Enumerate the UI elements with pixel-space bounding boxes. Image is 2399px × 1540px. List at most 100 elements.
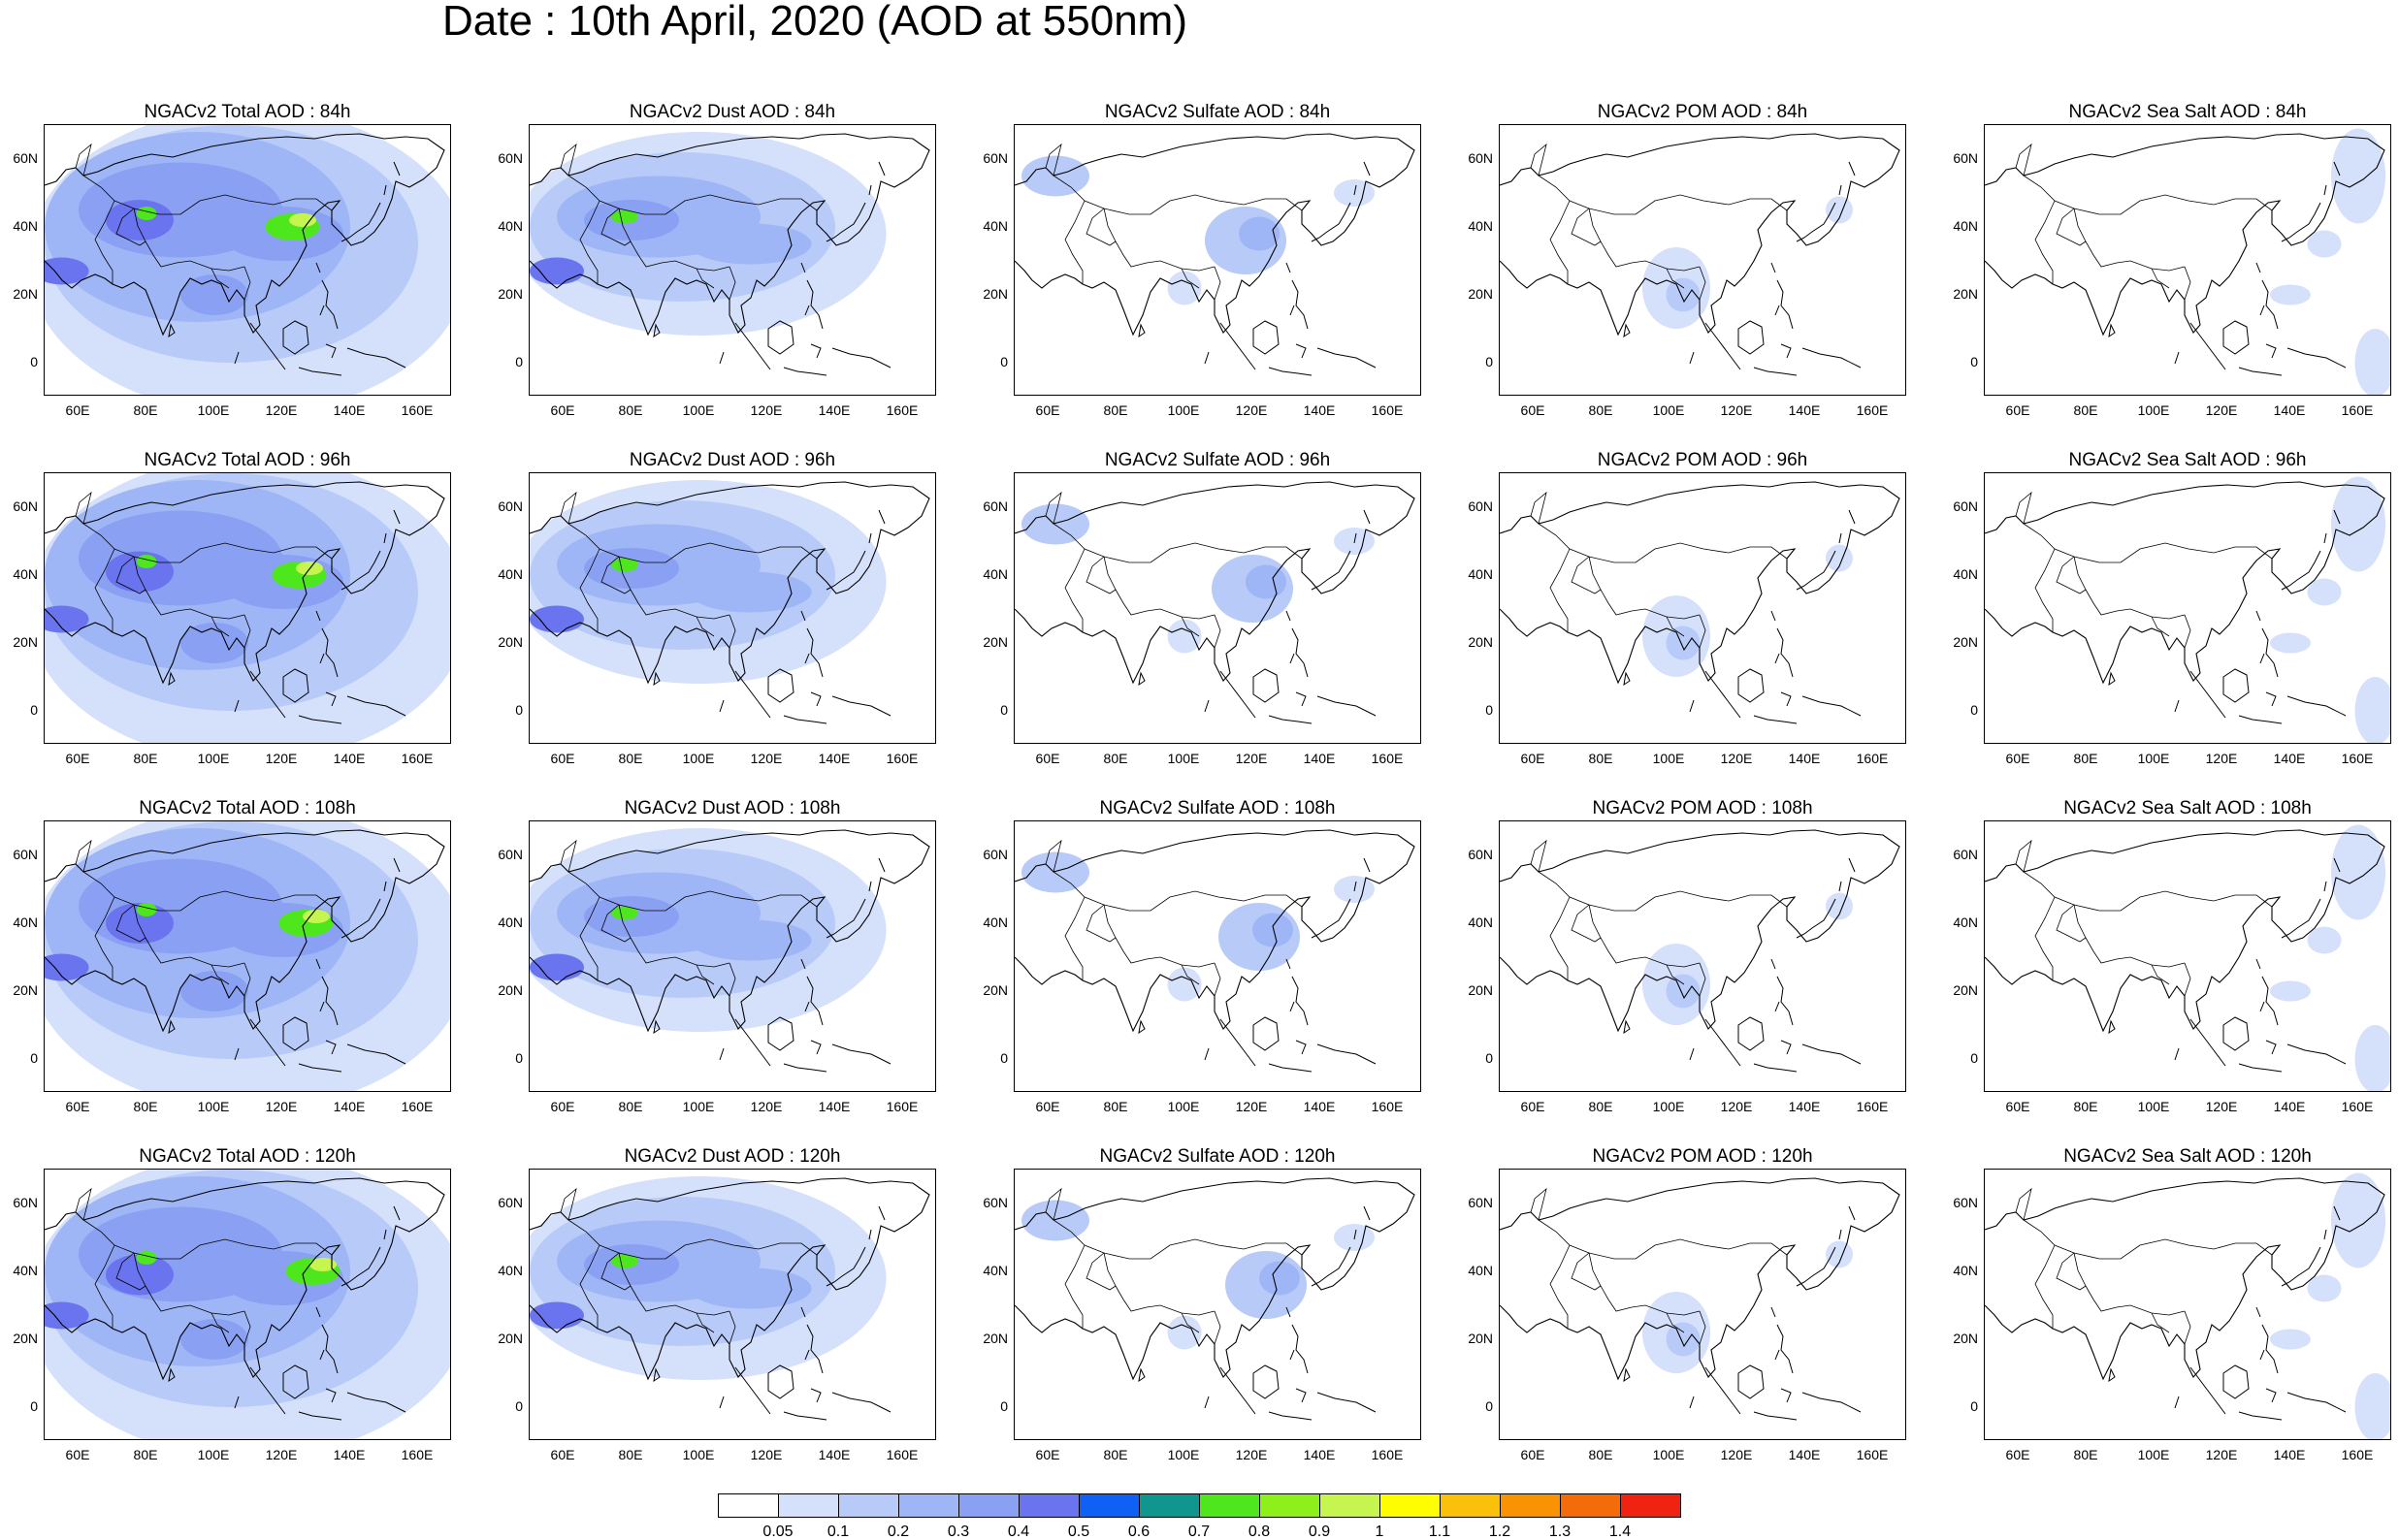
aod-contour — [1021, 503, 1089, 545]
lat-tick-label: 40N — [13, 914, 38, 930]
lon-tick-label: 140E — [1303, 751, 1336, 766]
lat-tick-label: 40N — [13, 218, 38, 234]
map-frame — [1499, 820, 1906, 1092]
lat-tick-label: 60N — [1953, 150, 1978, 166]
coastline — [1500, 1177, 1900, 1421]
lon-tick-label: 140E — [333, 1099, 366, 1114]
lat-tick-label: 60N — [13, 1195, 38, 1210]
aod-field — [530, 1176, 930, 1421]
lat-tick-label: 20N — [498, 982, 523, 998]
lon-tick-label: 60E — [1035, 402, 1060, 418]
colorbar-swatch — [1019, 1493, 1080, 1518]
lon-tick-label: 120E — [2205, 402, 2238, 418]
lat-tick-label: 60N — [1953, 847, 1978, 862]
lat-tick-label: 20N — [983, 1331, 1008, 1346]
lat-tick-label: 60N — [498, 498, 523, 514]
lon-tick-label: 60E — [1035, 751, 1060, 766]
lat-tick-label: 20N — [13, 982, 38, 998]
lon-tick-label: 120E — [1235, 1447, 1268, 1462]
lon-tick-label: 100E — [682, 402, 715, 418]
map-frame — [44, 1169, 451, 1440]
map-panel-seasalt-4: NGACv2 Sea Salt AOD : 120h 60N 40N 20N 0 60E 8… — [1953, 1147, 2391, 1461]
aod-contour — [1167, 619, 1202, 654]
lon-tick-label: 80E — [618, 751, 643, 766]
aod-contour — [1826, 892, 1853, 920]
map-frame — [529, 1169, 936, 1440]
lon-tick-label: 100E — [1652, 1099, 1685, 1114]
lon-tick-label: 80E — [1588, 1447, 1613, 1462]
aod-contour — [1252, 913, 1293, 947]
aod-contour — [1021, 851, 1089, 893]
aod-contour — [289, 213, 316, 227]
map-panel-sulfate-4: NGACv2 Sulfate AOD : 120h 60N 40N 20N 0 60E 80… — [983, 1147, 1421, 1461]
lon-tick-label: 160E — [886, 751, 919, 766]
map-frame — [1499, 124, 1906, 396]
aod-field — [530, 480, 930, 724]
aod-contour — [180, 971, 248, 1011]
aod-contour — [1239, 216, 1280, 251]
lat-tick-label: 40N — [1468, 218, 1493, 234]
lon-tick-label: 100E — [1167, 402, 1200, 418]
lon-tick-label: 140E — [333, 751, 366, 766]
lon-tick-label: 120E — [1720, 1099, 1753, 1114]
lon-tick-label: 100E — [197, 1447, 230, 1462]
lon-tick-label: 120E — [265, 1447, 298, 1462]
aod-contour — [2270, 632, 2311, 654]
panel-title: NGACv2 Total AOD : 84h — [144, 102, 351, 122]
lon-tick-label: 100E — [1652, 1447, 1685, 1462]
panel-title: NGACv2 Sea Salt AOD : 84h — [2068, 102, 2307, 122]
lat-tick-label: 40N — [1468, 914, 1493, 930]
map-frame — [529, 820, 936, 1092]
lat-tick-label: 0 — [1485, 1050, 1493, 1066]
lat-tick-label: 20N — [1953, 286, 1978, 302]
lat-tick-label: 0 — [1485, 354, 1493, 369]
aod-contour — [2354, 677, 2390, 743]
panel-title: NGACv2 Sea Salt AOD : 108h — [2063, 798, 2312, 818]
lon-tick-label: 120E — [1720, 1447, 1753, 1462]
lon-tick-label: 60E — [1520, 1099, 1545, 1114]
lat-tick-label: 0 — [515, 354, 523, 369]
aod-contour — [2331, 128, 2385, 224]
aod-field — [1500, 829, 1900, 1073]
aod-contour — [1167, 271, 1202, 305]
lon-tick-label: 60E — [550, 1099, 575, 1114]
map-panel-pom-3: NGACv2 POM AOD : 108h 60N 40N 20N 0 60E 80E 100… — [1468, 799, 1906, 1113]
map-panel-total-3: NGACv2 Total AOD : 108h 60N 40N 20N 0 60E 80E 1… — [13, 799, 451, 1113]
map-panel-total-1: NGACv2 Total AOD : 84h 60N 40N 20N 0 60E 80E 10… — [13, 103, 451, 417]
aod-contour — [2331, 1172, 2385, 1268]
lon-tick-label: 100E — [197, 751, 230, 766]
panel-title: NGACv2 Sulfate AOD : 108h — [1099, 798, 1336, 818]
aod-field — [1500, 481, 1900, 724]
map-panel-total-4: NGACv2 Total AOD : 120h 60N 40N 20N 0 60E 80E 1… — [13, 1147, 451, 1461]
aod-contour — [611, 209, 638, 224]
aod-contour — [689, 571, 812, 613]
lon-tick-label: 160E — [401, 402, 434, 418]
lon-tick-label: 60E — [65, 1447, 90, 1462]
panel-title: NGACv2 Total AOD : 96h — [144, 450, 351, 470]
map-panel-dust-2: NGACv2 Dust AOD : 96h 60N 40N 20N 0 60E 80E 100… — [498, 451, 936, 765]
colorbar-label: 1.3 — [1548, 1524, 1572, 1540]
aod-contour — [1826, 196, 1853, 224]
lon-tick-label: 60E — [1520, 402, 1545, 418]
lat-tick-label: 0 — [1000, 354, 1008, 369]
lon-tick-label: 140E — [2273, 402, 2306, 418]
panel-title: NGACv2 POM AOD : 108h — [1592, 798, 1813, 818]
lon-tick-label: 100E — [682, 1099, 715, 1114]
map-frame — [529, 124, 936, 396]
lon-tick-label: 100E — [197, 1099, 230, 1114]
lon-tick-label: 80E — [2073, 1447, 2098, 1462]
lon-tick-label: 160E — [1856, 1447, 1889, 1462]
aod-contour — [1666, 1322, 1701, 1357]
lon-tick-label: 80E — [1103, 751, 1128, 766]
aod-contour — [2307, 578, 2342, 606]
lon-tick-label: 140E — [333, 402, 366, 418]
lon-tick-label: 80E — [1103, 1447, 1128, 1462]
aod-contour — [2270, 1329, 2311, 1350]
lon-tick-label: 160E — [2341, 1099, 2374, 1114]
aod-contour — [530, 1301, 584, 1330]
colorbar-label: 0.1 — [827, 1524, 850, 1540]
lat-tick-label: 0 — [1485, 702, 1493, 718]
coastline — [1500, 829, 1900, 1073]
panel-title: NGACv2 Sea Salt AOD : 120h — [2063, 1146, 2312, 1167]
lat-tick-label: 60N — [498, 847, 523, 862]
